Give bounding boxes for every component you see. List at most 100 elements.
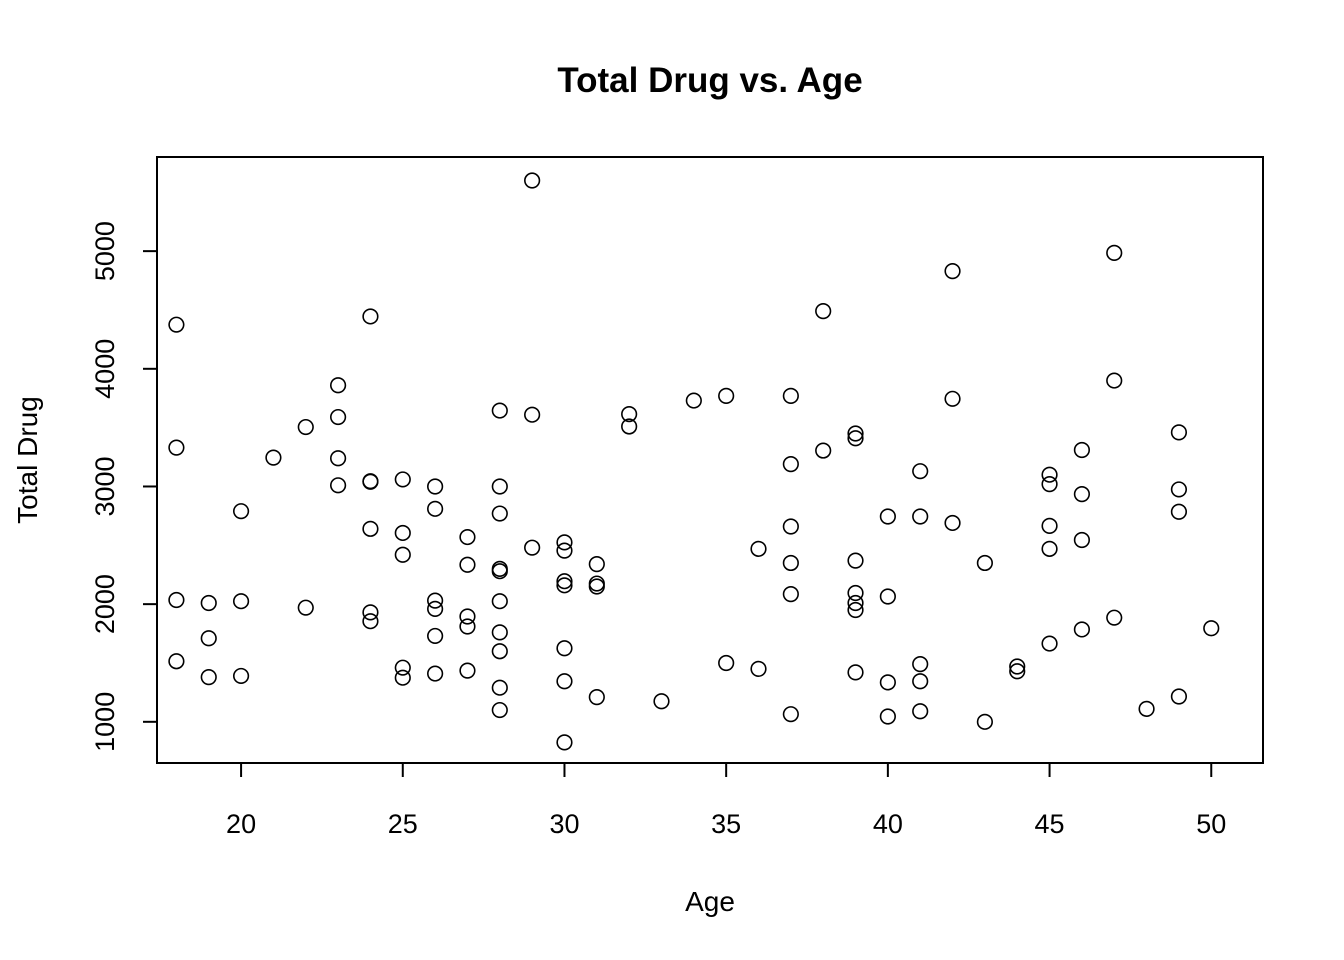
data-point — [491, 701, 508, 719]
data-point — [588, 556, 605, 573]
data-point — [1073, 621, 1091, 638]
data-point — [491, 643, 508, 660]
data-point — [394, 669, 411, 686]
data-point — [524, 172, 541, 189]
data-point — [1170, 424, 1188, 441]
y-axis-label: Total Drug — [12, 396, 43, 524]
data-point — [232, 503, 250, 520]
data-point — [329, 450, 347, 467]
data-point — [556, 640, 573, 657]
data-point — [847, 552, 864, 569]
data-point — [1170, 481, 1188, 498]
data-point — [394, 546, 411, 563]
x-tick-label: 50 — [1196, 809, 1226, 839]
data-point — [200, 669, 217, 686]
data-point — [329, 477, 347, 494]
data-point — [362, 308, 379, 325]
data-point — [362, 473, 379, 490]
data-point — [847, 601, 864, 619]
data-point — [427, 665, 444, 682]
x-tick-label: 35 — [711, 809, 741, 839]
data-point — [491, 402, 508, 419]
data-point — [1073, 441, 1091, 459]
data-point — [944, 514, 961, 532]
data-point — [1041, 517, 1058, 534]
data-point — [847, 664, 864, 681]
data-point — [1170, 688, 1188, 705]
data-point — [912, 673, 929, 690]
y-tick-label: 3000 — [90, 456, 120, 516]
data-points — [168, 172, 1220, 751]
data-point — [782, 586, 799, 603]
data-point — [750, 660, 767, 677]
data-point — [1106, 244, 1123, 262]
data-point — [200, 630, 217, 647]
data-point — [556, 534, 573, 551]
data-point — [1041, 635, 1058, 652]
data-point — [491, 624, 508, 641]
x-tick-label: 45 — [1035, 809, 1065, 839]
data-point — [491, 593, 508, 610]
data-point — [491, 679, 508, 696]
data-point — [459, 528, 476, 546]
data-point — [912, 703, 929, 720]
data-point — [1170, 503, 1188, 520]
data-point — [362, 613, 379, 630]
x-tick-label: 20 — [226, 809, 256, 839]
data-point — [362, 604, 379, 621]
data-point — [621, 406, 638, 423]
x-tick-label: 25 — [388, 809, 418, 839]
data-point — [718, 654, 735, 672]
data-point — [491, 505, 508, 522]
data-point — [847, 594, 864, 612]
data-point — [944, 263, 961, 280]
data-point — [815, 442, 832, 459]
chart-title: Total Drug vs. Age — [557, 61, 862, 100]
data-point — [879, 708, 896, 725]
data-point — [847, 584, 864, 602]
data-point — [1041, 540, 1058, 557]
plot-frame — [156, 156, 1264, 764]
data-point — [427, 627, 444, 645]
data-point — [168, 653, 185, 670]
data-point — [1041, 476, 1058, 493]
data-point — [621, 418, 638, 435]
data-point — [459, 556, 476, 573]
data-point — [976, 713, 993, 730]
data-point — [459, 662, 476, 679]
data-point — [718, 387, 735, 404]
data-point — [1203, 620, 1220, 637]
data-point — [394, 471, 411, 488]
data-point — [912, 508, 929, 525]
data-point — [879, 588, 896, 605]
data-point — [782, 387, 799, 404]
data-point — [879, 674, 896, 691]
data-point — [394, 659, 411, 676]
data-point — [427, 478, 444, 495]
data-point — [491, 478, 508, 495]
data-point — [459, 608, 476, 625]
y-tick-label: 4000 — [90, 339, 120, 399]
data-point — [427, 592, 444, 609]
data-point — [1073, 486, 1091, 503]
data-point — [588, 578, 605, 595]
data-point — [653, 693, 670, 710]
data-point — [782, 518, 799, 535]
data-point — [1106, 372, 1123, 389]
data-point — [168, 591, 185, 609]
data-point — [782, 456, 799, 473]
data-point — [1041, 466, 1058, 483]
data-point — [524, 539, 541, 556]
x-axis-label: Age — [685, 886, 735, 917]
data-point — [1073, 531, 1091, 549]
x-tick-label: 40 — [873, 809, 903, 839]
x-axis: 20 25 30 35 40 45 50 — [226, 762, 1226, 839]
data-point — [944, 390, 961, 407]
y-axis: 1000 2000 3000 4000 5000 — [90, 221, 158, 752]
data-point — [491, 563, 508, 580]
data-point — [168, 316, 185, 333]
data-point — [297, 418, 314, 436]
data-point — [459, 618, 476, 635]
data-point — [362, 520, 379, 537]
